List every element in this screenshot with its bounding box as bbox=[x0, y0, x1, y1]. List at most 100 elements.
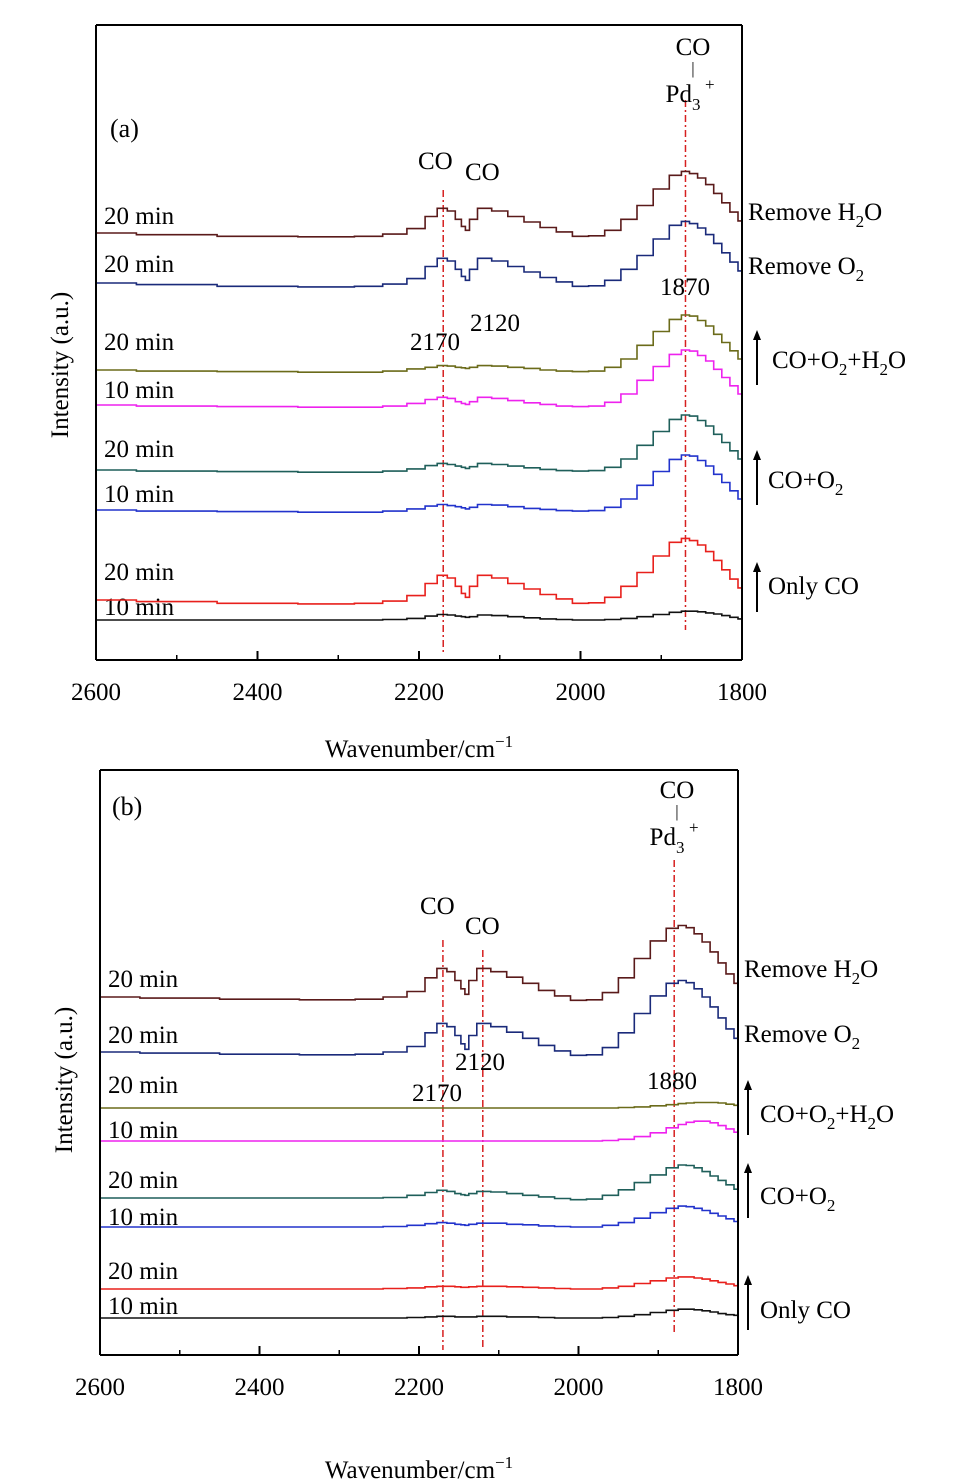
panel-label: (b) bbox=[112, 792, 142, 821]
co-pd-label-sup: + bbox=[705, 75, 715, 94]
x-tick-label: 2200 bbox=[394, 679, 444, 706]
text-part: CO+O bbox=[772, 347, 839, 374]
text-part: Remove O bbox=[744, 1021, 852, 1048]
condition-label: CO+O2+H2O bbox=[760, 1101, 894, 1133]
series-label-2: 10 min bbox=[108, 1204, 179, 1231]
series-line-0 bbox=[100, 1308, 738, 1319]
x-tick-label: 2400 bbox=[233, 679, 283, 706]
condition-label: Remove O2 bbox=[744, 1021, 860, 1053]
x-axis-title: Wavenumber/cm−1 bbox=[325, 732, 513, 763]
series-line-2 bbox=[96, 454, 742, 513]
series-label-3: 20 min bbox=[108, 1167, 179, 1194]
co-label: CO bbox=[465, 159, 500, 186]
series-line-6 bbox=[100, 979, 738, 1057]
x-tick-label: 2600 bbox=[75, 1374, 125, 1401]
condition-label: CO+O2+H2O bbox=[772, 347, 906, 379]
peak-label: 1880 bbox=[647, 1068, 697, 1095]
text-part: 2 bbox=[852, 969, 861, 988]
series-label-3: 20 min bbox=[104, 436, 175, 463]
condition-arrow-head bbox=[753, 562, 761, 572]
text-part: O bbox=[860, 956, 878, 983]
text-part: Pd bbox=[666, 81, 693, 108]
x-tick-label: 2200 bbox=[394, 1374, 444, 1401]
panel-b: 10 min 20 min 10 min 20 min 10 min 20 min 20 m… bbox=[51, 769, 894, 1484]
series-label-5: 20 min bbox=[108, 1072, 179, 1099]
x-tick-label: 2600 bbox=[71, 679, 121, 706]
condition-label: Only CO bbox=[768, 573, 859, 600]
series-label-6: 20 min bbox=[104, 251, 175, 278]
text-part: Only CO bbox=[768, 573, 859, 600]
text-part: − bbox=[495, 732, 505, 751]
co-pd-label-pd: Pd3 bbox=[666, 81, 701, 114]
peak-label: 2170 bbox=[412, 1080, 462, 1107]
co-label: CO bbox=[420, 893, 455, 920]
series-line-7 bbox=[96, 170, 742, 238]
text-part: Pd bbox=[650, 824, 677, 851]
text-part: 2 bbox=[827, 1114, 836, 1133]
series-label-5: 20 min bbox=[104, 329, 175, 356]
x-tick-label: 2000 bbox=[554, 1374, 604, 1401]
text-part: 2 bbox=[827, 1196, 836, 1215]
co-pd-label-pd: Pd3 bbox=[650, 824, 685, 857]
series-label-4: 10 min bbox=[104, 377, 175, 404]
co-pd-label-bar: | bbox=[691, 59, 694, 78]
peak-label: 1870 bbox=[660, 274, 710, 301]
series-label-7: 20 min bbox=[108, 966, 179, 993]
x-tick-label: 2000 bbox=[556, 679, 606, 706]
text-part: 2 bbox=[856, 212, 865, 231]
condition-label: CO+O2 bbox=[768, 467, 843, 499]
text-part: O bbox=[888, 347, 906, 374]
series-line-3 bbox=[96, 414, 742, 473]
series-line-4 bbox=[100, 1120, 738, 1142]
x-tick-label: 1800 bbox=[717, 679, 767, 706]
peak-label: 2120 bbox=[455, 1049, 505, 1076]
condition-arrow-head bbox=[744, 1163, 752, 1173]
text-part: Only CO bbox=[760, 1297, 851, 1324]
text-part: +H bbox=[847, 347, 879, 374]
series-line-4 bbox=[96, 349, 742, 408]
series-line-1 bbox=[100, 1276, 738, 1290]
condition-label: Only CO bbox=[760, 1297, 851, 1324]
text-part: 2 bbox=[839, 360, 848, 379]
text-part: 3 bbox=[676, 838, 685, 857]
text-part: CO+O bbox=[760, 1183, 827, 1210]
x-tick-label: 1800 bbox=[713, 1374, 763, 1401]
condition-arrow-head bbox=[753, 330, 761, 340]
co-pd-label-co: CO bbox=[660, 777, 695, 804]
series-label-4: 10 min bbox=[108, 1117, 179, 1144]
co-pd-label-co: CO bbox=[676, 34, 711, 61]
x-tick-label: 2400 bbox=[235, 1374, 285, 1401]
text-part: CO+O bbox=[760, 1101, 827, 1128]
y-axis-title: Intensity (a.u.) bbox=[51, 1007, 78, 1153]
series-label-6: 20 min bbox=[108, 1022, 179, 1049]
text-part: Wavenumber/cm bbox=[325, 1457, 496, 1484]
text-part: Remove H bbox=[748, 199, 856, 226]
co-label: CO bbox=[418, 148, 453, 175]
series-label-0: 10 min bbox=[104, 594, 175, 621]
series-label-0: 10 min bbox=[108, 1293, 179, 1320]
co-label: CO bbox=[465, 913, 500, 940]
series-line-6 bbox=[96, 220, 742, 288]
condition-label: Remove H2O bbox=[748, 199, 882, 231]
series-label-1: 20 min bbox=[104, 559, 175, 586]
text-part: +H bbox=[835, 1101, 867, 1128]
condition-arrow-head bbox=[744, 1080, 752, 1090]
text-part: 2 bbox=[868, 1114, 877, 1133]
peak-label: 2120 bbox=[470, 310, 520, 337]
text-part: 2 bbox=[880, 360, 889, 379]
condition-arrow-head bbox=[753, 450, 761, 460]
text-part: Remove O bbox=[748, 253, 856, 280]
text-part: 1 bbox=[505, 732, 514, 751]
panel-label: (a) bbox=[110, 114, 139, 143]
x-axis-title: Wavenumber/cm−1 bbox=[325, 1453, 513, 1484]
text-part: 1 bbox=[505, 1453, 514, 1472]
condition-label: Remove O2 bbox=[748, 253, 864, 285]
text-part: − bbox=[495, 1453, 505, 1472]
series-line-3 bbox=[100, 1164, 738, 1201]
condition-label: Remove H2O bbox=[744, 956, 878, 988]
text-part: CO+O bbox=[768, 467, 835, 494]
text-part: O bbox=[864, 199, 882, 226]
series-line-2 bbox=[100, 1205, 738, 1228]
series-label-2: 10 min bbox=[104, 481, 175, 508]
